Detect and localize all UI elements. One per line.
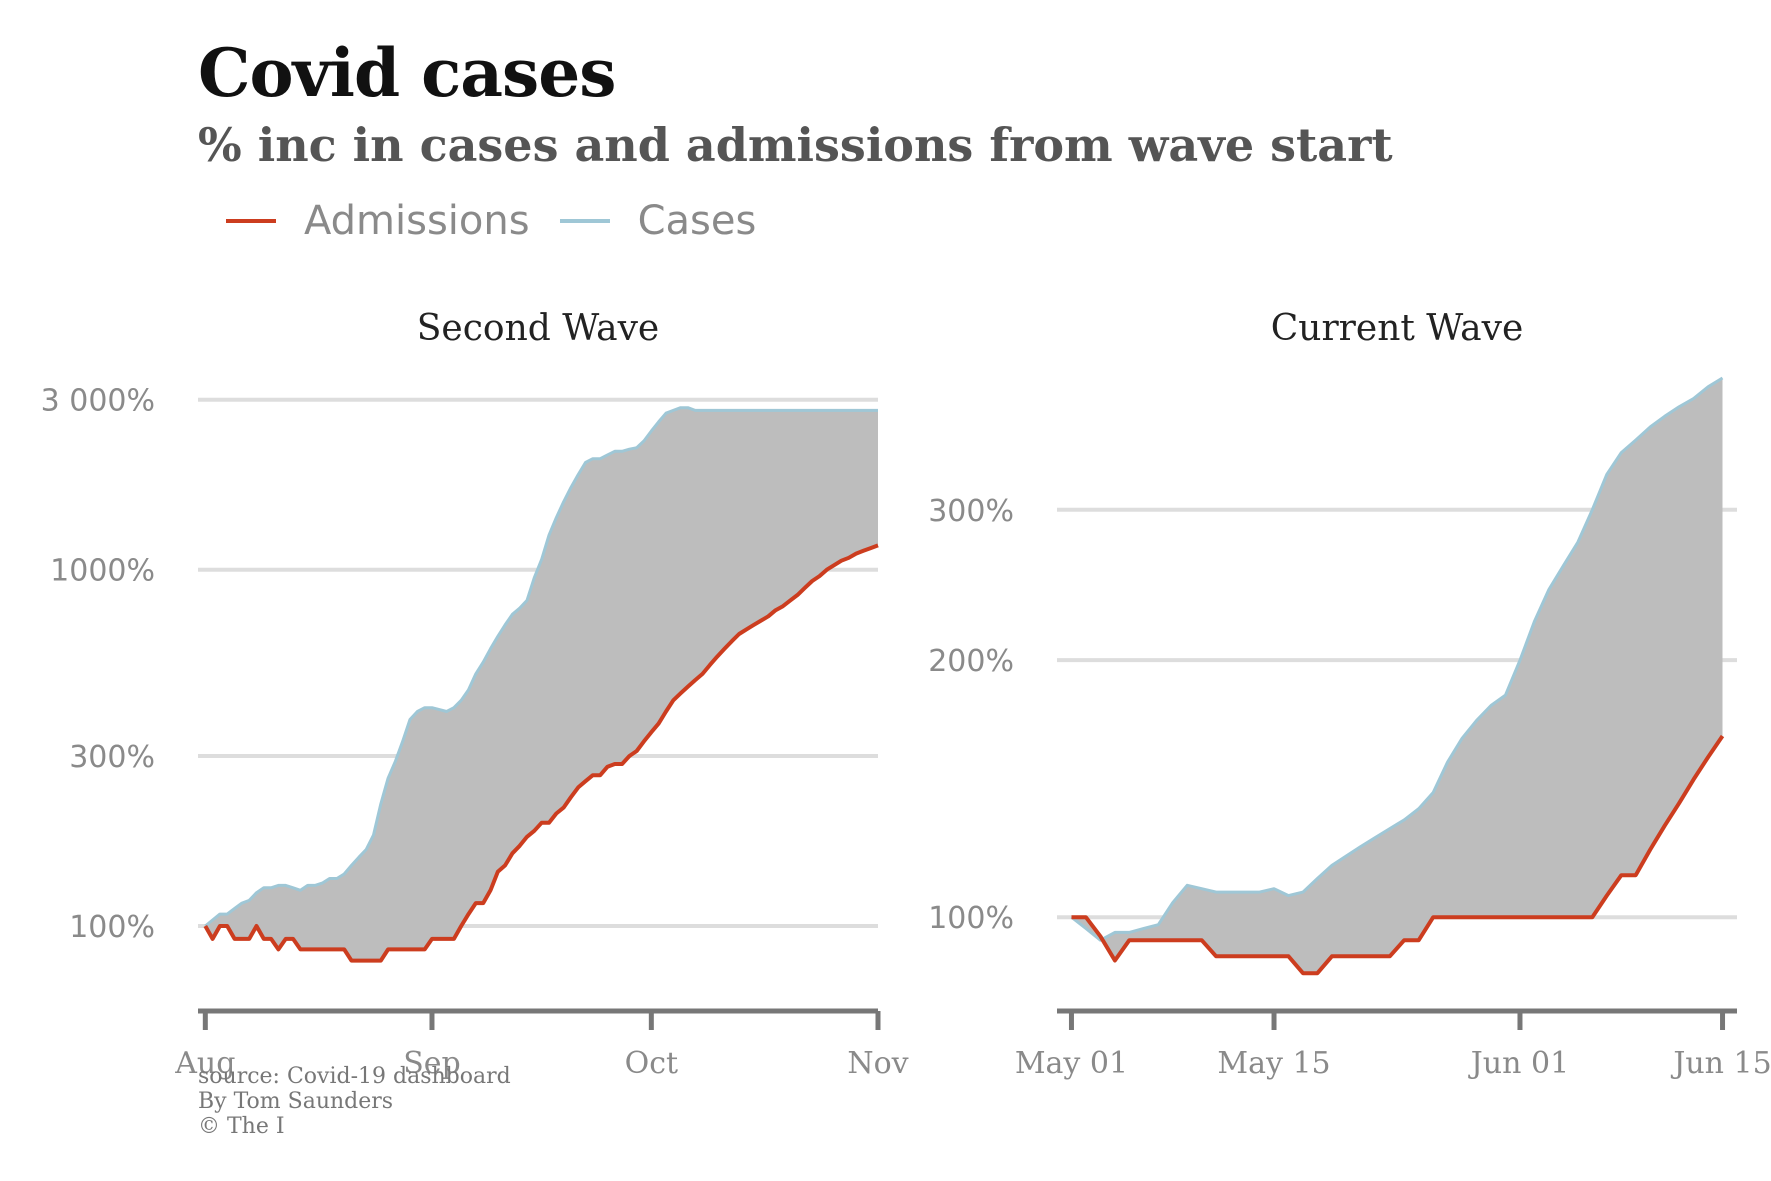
legend-swatch-admissions xyxy=(226,219,276,223)
panel-1-xtick-label: Nov xyxy=(847,1046,908,1081)
legend-item-admissions: Admissions xyxy=(226,198,530,244)
panel-1-xtick-label: Oct xyxy=(625,1046,678,1081)
panel-1-admissions-line xyxy=(203,543,879,963)
panel-1-title: Second Wave xyxy=(417,308,659,349)
author-line: By Tom Saunders xyxy=(198,1089,394,1114)
panel-2-admissions-line xyxy=(1071,734,1725,976)
legend-label-admissions: Admissions xyxy=(304,198,530,244)
panel-2-ytick-label: 100% xyxy=(928,901,1014,936)
copyright-line: © The I xyxy=(198,1114,285,1139)
panel-2-cases-line xyxy=(1070,376,1724,942)
panel-2-xtick-label: Jun 15 xyxy=(1670,1046,1771,1081)
legend-label-cases: Cases xyxy=(637,198,757,244)
legend-item-cases: Cases xyxy=(559,198,757,244)
chart-subtitle: % inc in cases and admissions from wave … xyxy=(198,118,1393,172)
panel-2-ytick-label: 200% xyxy=(928,644,1014,679)
panel-1-xtick-label: Aug xyxy=(174,1046,235,1081)
legend-swatch-cases xyxy=(559,219,610,223)
panel-2-title: Current Wave xyxy=(1271,308,1524,349)
panel-2-ytick-label: 300% xyxy=(928,494,1014,529)
source-line: source: Covid-19 dashboard xyxy=(198,1064,511,1089)
panel-1-ytick-label: 3 000% xyxy=(41,384,155,419)
chart-title: Covid cases xyxy=(198,34,616,112)
panel-1-ytick-label: 100% xyxy=(69,910,155,945)
panel-1-ytick-label: 1000% xyxy=(50,554,155,589)
panel-1-ytick-label: 300% xyxy=(69,740,155,775)
panel-2-gap-area xyxy=(1071,378,1723,974)
panel-1-xtick-label: Sep xyxy=(403,1046,461,1081)
panel-1-cases-line xyxy=(204,406,878,928)
source-note: source: Covid-19 dashboard By Tom Saunde… xyxy=(198,1064,511,1139)
panel-1-gap-area xyxy=(205,407,879,961)
panel-2-xtick-label: May 01 xyxy=(1015,1046,1128,1081)
panel-2-xtick-label: Jun 01 xyxy=(1468,1046,1569,1081)
panel-2-xtick-label: May 15 xyxy=(1217,1046,1330,1081)
legend: Admissions Cases xyxy=(226,198,786,244)
